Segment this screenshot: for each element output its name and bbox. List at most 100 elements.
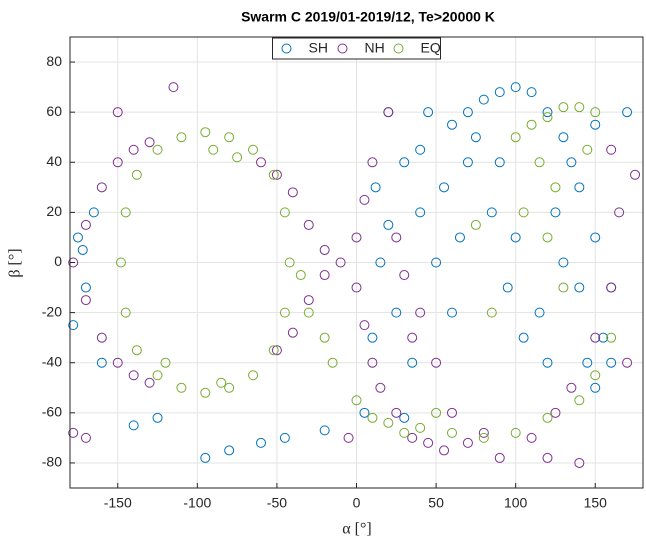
scatter-point xyxy=(542,452,553,463)
scatter-point xyxy=(68,257,79,268)
scatter-point xyxy=(367,157,378,168)
scatter-point xyxy=(152,412,163,423)
scatter-point xyxy=(534,157,545,168)
scatter-point xyxy=(574,182,585,193)
legend-marker xyxy=(337,43,348,54)
scatter-point xyxy=(494,452,505,463)
scatter-point xyxy=(319,425,330,436)
scatter-point xyxy=(383,417,394,428)
scatter-point xyxy=(486,207,497,218)
scatter-point xyxy=(383,219,394,230)
scatter-point xyxy=(391,232,402,243)
scatter-point xyxy=(367,412,378,423)
scatter-point xyxy=(248,370,259,381)
scatter-point xyxy=(112,157,123,168)
scatter-point xyxy=(176,382,187,393)
scatter-point xyxy=(415,207,426,218)
scatter-point xyxy=(144,137,155,148)
scatter-point xyxy=(208,144,219,155)
scatter-point xyxy=(383,107,394,118)
scatter-point xyxy=(88,207,99,218)
scatter-point xyxy=(582,144,593,155)
scatter-point xyxy=(534,307,545,318)
scatter-point xyxy=(256,157,266,168)
scatter-point xyxy=(622,107,633,118)
scatter-point xyxy=(518,332,529,343)
legend-label: SH xyxy=(309,40,328,56)
scatter-point xyxy=(359,320,370,331)
scatter-point xyxy=(431,407,442,418)
scatter-point xyxy=(359,194,370,205)
scatter-point xyxy=(550,182,561,193)
scatter-point xyxy=(284,257,295,268)
legend: SH NH EQ xyxy=(272,37,441,60)
x-tick-label: -50 xyxy=(267,495,287,511)
scatter-point xyxy=(68,320,79,331)
scatter-point xyxy=(582,357,593,368)
scatter-point xyxy=(287,327,298,338)
scatter-point xyxy=(152,370,163,381)
scatter-point xyxy=(327,357,338,368)
legend-box xyxy=(272,37,441,60)
scatter-point xyxy=(590,370,601,381)
y-tick-label: 40 xyxy=(46,153,62,169)
scatter-point xyxy=(112,107,123,118)
x-tick-label: 150 xyxy=(584,495,608,511)
scatter-point xyxy=(128,370,139,381)
scatter-point xyxy=(454,232,465,243)
scatter-point xyxy=(391,307,402,318)
scatter-point xyxy=(375,382,386,393)
scatter-point xyxy=(160,357,171,368)
scatter-point xyxy=(542,112,553,123)
scatter-point xyxy=(399,427,410,438)
axes-box xyxy=(69,36,644,489)
scatter-point xyxy=(558,282,569,293)
scatter-point xyxy=(359,407,370,418)
scatter-point xyxy=(622,357,633,368)
y-tick-label: -20 xyxy=(42,303,62,319)
scatter-point xyxy=(510,232,521,243)
scatter-point xyxy=(176,132,187,143)
x-tick-label: 0 xyxy=(353,495,361,511)
scatter-point xyxy=(271,345,282,356)
scatter-point xyxy=(96,182,107,193)
scatter-point xyxy=(574,102,585,113)
scatter-point xyxy=(399,412,410,423)
scatter-point xyxy=(168,82,179,93)
scatter-point xyxy=(606,357,617,368)
scatter-point xyxy=(526,119,537,130)
scatter-point xyxy=(462,107,473,118)
scatter-point xyxy=(77,244,88,255)
scatter-point xyxy=(399,157,410,168)
scatter-point xyxy=(370,182,381,193)
scatter-point xyxy=(232,152,243,163)
x-tick-label: 50 xyxy=(428,495,444,511)
scatter-point xyxy=(128,420,139,431)
scatter-point xyxy=(542,232,553,243)
scatter-point xyxy=(566,382,577,393)
scatter-point xyxy=(558,102,569,113)
scatter-point xyxy=(367,332,378,343)
scatter-point xyxy=(131,345,142,356)
scatter-point xyxy=(200,127,211,138)
scatter-point xyxy=(120,307,131,318)
scatter-point xyxy=(415,307,426,318)
scatter-point xyxy=(96,357,107,368)
scatter-point xyxy=(96,332,107,343)
scatter-point xyxy=(120,207,131,218)
scatter-point xyxy=(319,270,330,281)
scatter-point xyxy=(407,357,418,368)
scatter-point xyxy=(574,457,585,468)
scatter-point xyxy=(367,357,378,368)
scatter-point xyxy=(574,282,585,293)
scatter-point xyxy=(439,445,450,456)
scatter-point xyxy=(248,144,259,155)
scatter-point xyxy=(630,169,641,180)
scatter-point xyxy=(68,427,79,438)
scatter-point xyxy=(319,244,330,255)
scatter-point xyxy=(526,432,537,443)
scatter-point xyxy=(131,169,142,180)
y-tick-label: 60 xyxy=(46,103,62,119)
scatter-point xyxy=(224,132,235,143)
scatter-point xyxy=(542,412,553,423)
